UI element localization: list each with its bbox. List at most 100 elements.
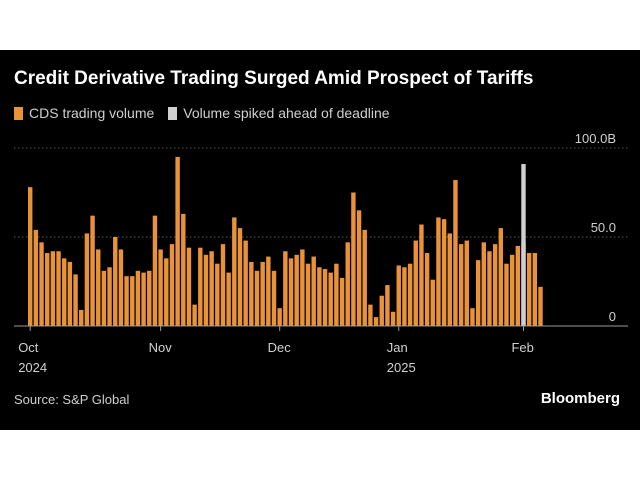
legend-swatch-cds-volume	[14, 106, 23, 120]
bar-chart: 100.0B 50.0 0 Oct 2024 Nov Dec Jan 2025 Feb	[14, 131, 628, 375]
bar	[379, 295, 384, 326]
bar	[266, 256, 271, 326]
bar	[538, 286, 543, 326]
chart-panel: Credit Derivative Trading Surged Amid Pr…	[0, 50, 640, 430]
bar	[413, 240, 418, 326]
bar	[209, 251, 214, 326]
bar	[39, 242, 44, 326]
legend-item-spike: Volume spiked ahead of deadline	[168, 105, 390, 121]
bar	[186, 247, 192, 326]
bar	[322, 269, 328, 326]
x-tick-label: Dec	[268, 340, 292, 355]
bar	[470, 308, 475, 326]
bar	[192, 304, 197, 326]
bar	[28, 187, 33, 326]
bar	[339, 277, 345, 326]
bar	[390, 311, 396, 326]
bar	[84, 233, 90, 326]
bar	[45, 253, 50, 326]
source-note: Source: S&P Global	[14, 392, 130, 407]
bar	[254, 270, 260, 326]
chart-title: Credit Derivative Trading Surged Amid Pr…	[14, 68, 534, 89]
bar	[113, 237, 118, 326]
bar	[294, 254, 299, 326]
legend: CDS trading volume Volume spiked ahead o…	[14, 105, 404, 121]
y-tick-label: 50.0	[591, 220, 616, 235]
bar	[532, 253, 538, 326]
legend-label-spike: Volume spiked ahead of deadline	[183, 105, 390, 121]
bar	[430, 279, 435, 326]
bar	[215, 263, 220, 326]
bar	[232, 217, 237, 326]
bloomberg-logo: Bloomberg	[540, 390, 620, 407]
bar	[101, 270, 107, 326]
bar	[515, 245, 521, 326]
bar	[492, 244, 498, 326]
bar	[509, 254, 515, 326]
bar	[458, 244, 464, 326]
bar	[424, 253, 430, 326]
legend-swatch-spike	[168, 106, 178, 120]
bar	[152, 215, 158, 326]
bar	[436, 217, 441, 326]
bar	[317, 267, 322, 326]
bar	[203, 254, 209, 326]
bar	[141, 272, 146, 326]
bar	[130, 276, 135, 326]
bar	[385, 285, 390, 326]
bar	[328, 272, 333, 326]
bar	[175, 156, 180, 326]
bar	[407, 263, 413, 326]
bar	[249, 261, 254, 326]
bar	[453, 180, 458, 326]
bar	[504, 263, 509, 326]
bar	[334, 263, 339, 326]
bar	[220, 244, 226, 326]
legend-item-cds-volume: CDS trading volume	[14, 105, 154, 121]
bar	[260, 261, 265, 326]
bar	[300, 249, 305, 326]
bar	[79, 309, 84, 326]
bar	[118, 249, 124, 326]
highlight-bar	[521, 164, 526, 326]
bar	[356, 210, 362, 326]
bar	[62, 258, 67, 326]
bar	[135, 270, 141, 326]
bar	[243, 240, 248, 326]
bar	[487, 251, 492, 326]
bar	[169, 244, 175, 326]
bar	[181, 213, 186, 326]
bar	[237, 228, 243, 326]
bar	[226, 272, 231, 326]
y-tick-label: 100.0B	[575, 131, 616, 146]
bar	[164, 258, 169, 326]
x-tick-label: Feb	[511, 340, 533, 355]
bar	[447, 233, 452, 326]
bar	[96, 249, 101, 326]
bar	[277, 308, 282, 326]
bar	[368, 304, 373, 326]
x-tick-label: Oct	[18, 340, 39, 355]
bar	[345, 242, 350, 326]
bar	[311, 256, 316, 326]
legend-label-cds-volume: CDS trading volume	[29, 105, 155, 121]
bar	[271, 270, 277, 326]
bar	[481, 242, 486, 326]
bar	[56, 251, 61, 326]
bar	[73, 274, 78, 326]
bar	[362, 229, 367, 326]
bar	[90, 215, 95, 326]
x-tick-label: Nov	[149, 340, 173, 355]
bar	[441, 219, 447, 326]
bar	[419, 224, 424, 326]
bar	[464, 240, 469, 326]
bar	[351, 192, 356, 326]
bar	[498, 228, 504, 326]
bar	[33, 229, 39, 326]
bar	[283, 251, 288, 326]
y-tick-label: 0	[609, 309, 616, 324]
bar	[305, 263, 311, 326]
x-tick-label: Jan	[387, 340, 408, 355]
bar	[526, 253, 532, 326]
bar	[475, 260, 481, 326]
